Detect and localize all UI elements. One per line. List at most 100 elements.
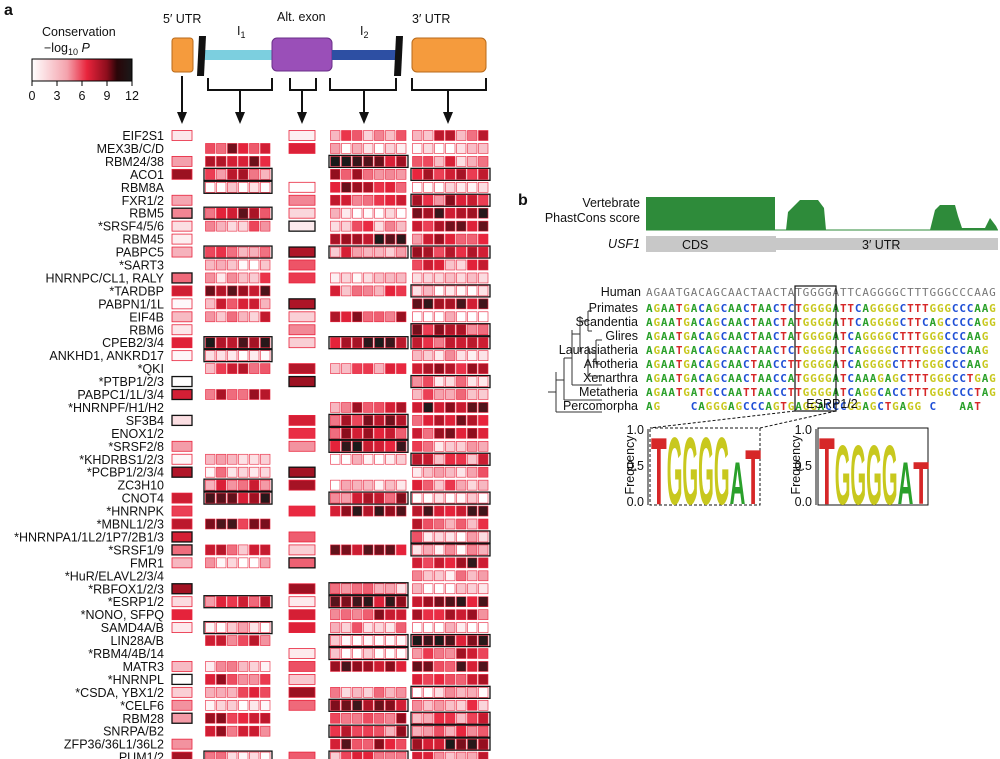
nucleotide: A xyxy=(855,344,862,357)
heatmap-cell xyxy=(363,402,374,413)
heatmap-cell xyxy=(171,233,193,245)
nucleotide: A xyxy=(661,330,668,343)
panel-a: a Conservation −log10 P 0 3 6 9 12 5′ UTR xyxy=(4,2,491,759)
logo-letter: T xyxy=(651,418,667,525)
nucleotide: T xyxy=(780,316,787,329)
nucleotide: G xyxy=(944,302,951,315)
heatmap-cell xyxy=(374,453,385,465)
heatmap-cell xyxy=(171,699,193,711)
rbp-label: EIF2S1 xyxy=(122,129,164,143)
heatmap-cell xyxy=(341,505,352,517)
heatmap-cell xyxy=(205,557,216,569)
heatmap-cell xyxy=(374,440,385,452)
heatmap-cell xyxy=(205,337,216,349)
heatmap-cell xyxy=(249,661,260,672)
nucleotide: C xyxy=(900,316,907,329)
nucleotide: T xyxy=(907,372,914,385)
nucleotide: C xyxy=(944,344,951,357)
heatmap-cell xyxy=(363,725,374,737)
heatmap-cell xyxy=(238,544,249,556)
heatmap-cell xyxy=(288,337,316,349)
heatmap-cell xyxy=(478,298,489,310)
nucleotide: G xyxy=(922,330,929,343)
nucleotide: C xyxy=(959,302,966,315)
nucleotide: G xyxy=(892,400,899,413)
heatmap-cell xyxy=(412,440,423,452)
nucleotide: G xyxy=(847,400,854,413)
nucleotide: G xyxy=(937,386,944,399)
nucleotide: C xyxy=(721,358,728,371)
nucleotide: T xyxy=(780,330,787,343)
heatmap-cell xyxy=(363,648,374,659)
nucleotide: T xyxy=(915,316,922,329)
nucleotide: G xyxy=(825,302,832,315)
heatmap-cell xyxy=(412,635,423,646)
heatmap-cell xyxy=(412,596,423,608)
heatmap-cell xyxy=(396,402,407,413)
nucleotide: T xyxy=(840,386,847,399)
heatmap-cell xyxy=(456,363,467,374)
heatmap-cell xyxy=(412,220,423,232)
nucleotide: G xyxy=(877,372,884,385)
heatmap-cell xyxy=(227,169,238,180)
heatmap-cell xyxy=(330,428,341,439)
cds-end-slash xyxy=(394,36,403,76)
heatmap-cell xyxy=(478,661,489,672)
heatmap-cell xyxy=(227,725,238,737)
heatmap-cell xyxy=(412,130,423,141)
heatmap-cell xyxy=(216,337,227,349)
heatmap-cell xyxy=(216,635,227,646)
nucleotide: C xyxy=(758,400,765,413)
heatmap-cell xyxy=(205,272,216,284)
heatmap-cell xyxy=(216,311,227,323)
heatmap-cell xyxy=(412,479,423,491)
nucleotide: C xyxy=(944,330,951,343)
nucleotide: C xyxy=(780,358,787,371)
utr3-segment xyxy=(776,238,998,250)
heatmap-cell xyxy=(467,557,478,569)
heatmap-cell xyxy=(423,725,434,737)
heatmap-cell xyxy=(423,557,434,569)
nucleotide: C xyxy=(773,344,780,357)
nucleotide: G xyxy=(683,302,690,315)
heatmap-cell xyxy=(341,272,352,284)
heatmap-cell xyxy=(227,674,238,685)
heatmap-cell xyxy=(412,233,423,245)
heatmap-cell xyxy=(478,246,489,258)
nucleotide: A xyxy=(885,372,892,385)
nucleotide: G xyxy=(706,386,713,399)
nucleotide: G xyxy=(653,302,660,315)
nucleotide: G xyxy=(653,386,660,399)
nucleotide: G xyxy=(937,372,944,385)
heatmap-cell xyxy=(456,738,467,750)
nucleotide: A xyxy=(765,330,772,343)
nucleotide: T xyxy=(915,386,922,399)
heatmap-cell xyxy=(478,207,489,219)
nucleotide: G xyxy=(892,316,899,329)
heatmap-cell xyxy=(445,699,456,711)
heatmap-cell xyxy=(445,389,456,400)
heatmap-cell xyxy=(227,298,238,310)
heatmap-cell xyxy=(385,544,396,556)
heatmap-cell xyxy=(423,531,434,543)
heatmap-cell xyxy=(478,285,489,297)
nucleotide: C xyxy=(773,316,780,329)
heatmap-cell xyxy=(363,233,374,245)
heatmap-cell xyxy=(478,583,489,595)
legend-tick-6: 6 xyxy=(79,89,86,103)
heatmap-cell xyxy=(412,324,423,336)
heatmap-cell xyxy=(434,440,445,452)
nucleotide: A xyxy=(967,330,974,343)
nucleotide: A xyxy=(982,372,989,385)
heatmap-cell xyxy=(216,661,227,672)
heatmap-cell xyxy=(423,674,434,685)
heatmap-cell xyxy=(288,557,316,569)
heatmap-cell xyxy=(249,699,260,711)
nucleotide: G xyxy=(653,316,660,329)
nucleotide: G xyxy=(653,400,660,413)
heatmap-cell xyxy=(423,298,434,310)
heatmap-cell xyxy=(467,363,478,374)
nucleotide: C xyxy=(877,386,884,399)
heatmap-cell xyxy=(171,440,193,452)
conservation-legend: Conservation −log10 P 0 3 6 9 12 xyxy=(29,25,139,103)
